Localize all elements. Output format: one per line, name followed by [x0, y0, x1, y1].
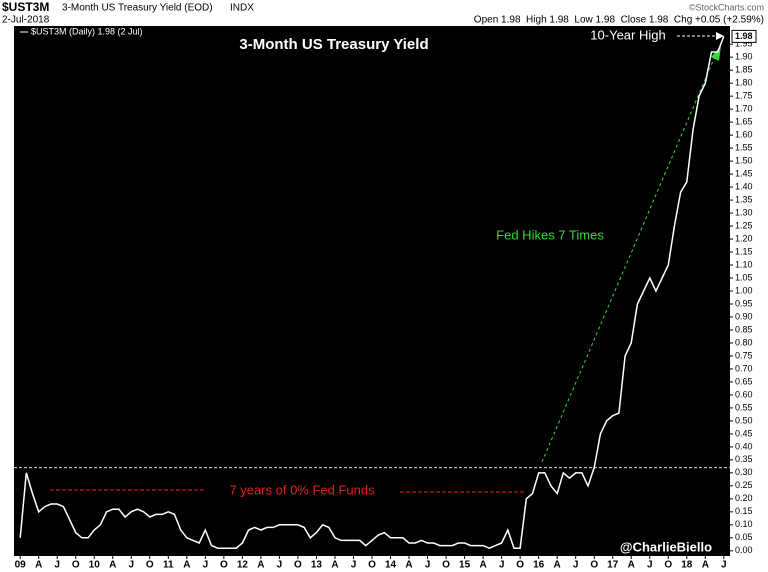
plot-area [14, 26, 730, 556]
y-tick-label: 1.15 [735, 246, 753, 256]
series-name: 3-Month US Treasury Yield (EOD) [62, 3, 213, 14]
y-tick-label: 0.10 [735, 519, 753, 529]
x-tick-label: A [257, 560, 264, 571]
y-tick-label: 0.20 [735, 493, 753, 503]
annotation: 7 years of 0% Fed Funds [229, 482, 375, 497]
x-tick-label: 14 [385, 560, 397, 571]
y-tick-label: 0.85 [735, 324, 753, 334]
y-tick-label: 1.60 [735, 129, 753, 139]
x-tick-label: O [590, 560, 598, 571]
y-tick-label: 1.85 [735, 65, 753, 75]
y-tick-label: 0.65 [735, 376, 753, 386]
y-tick-label: 1.20 [735, 233, 753, 243]
y-tick-label: 1.75 [735, 91, 753, 101]
annotation: 10-Year High [590, 27, 665, 42]
annotation: Fed Hikes 7 Times [496, 227, 604, 242]
y-tick-label: 0.80 [735, 337, 753, 347]
y-tick-label: 1.30 [735, 207, 753, 217]
x-tick-label: J [647, 560, 653, 571]
x-tick-label: O [294, 560, 302, 571]
x-tick-label: 11 [163, 560, 174, 571]
y-tick-label: 0.60 [735, 389, 753, 399]
y-tick-label: 1.25 [735, 220, 753, 230]
y-tick-label: 0.30 [735, 467, 753, 477]
annotation: @CharlieBiello [620, 539, 712, 554]
x-tick-label: O [220, 560, 228, 571]
x-tick-label: J [351, 560, 357, 571]
y-tick-label: 0.50 [735, 415, 753, 425]
y-tick-label: 1.95 [735, 39, 753, 49]
y-tick-label: 0.70 [735, 363, 753, 373]
y-tick-label: 1.10 [735, 259, 753, 269]
x-tick-label: J [499, 560, 505, 571]
symbol: $UST3M [2, 0, 49, 14]
y-tick-label: 1.40 [735, 181, 753, 191]
x-tick-label: 15 [459, 560, 471, 571]
x-tick-label: O [516, 560, 524, 571]
y-tick-label: 0.05 [735, 532, 753, 542]
y-tick-label: 1.70 [735, 104, 753, 114]
chart-title: 3-Month US Treasury Yield [239, 36, 428, 53]
y-tick-label: 0.00 [735, 545, 753, 555]
x-tick-label: J [203, 560, 209, 571]
x-tick-label: A [405, 560, 412, 571]
exchange: INDX [230, 3, 254, 14]
y-tick-label: 1.50 [735, 155, 753, 165]
x-tick-label: 09 [15, 560, 27, 571]
x-tick-label: J [721, 560, 727, 571]
x-tick-label: J [54, 560, 60, 571]
x-tick-label: O [146, 560, 154, 571]
x-tick-label: J [425, 560, 431, 571]
x-tick-label: O [368, 560, 376, 571]
x-tick-label: A [554, 560, 561, 571]
y-tick-label: 0.40 [735, 441, 753, 451]
x-tick-label: A [702, 560, 709, 571]
x-tick-label: O [442, 560, 450, 571]
y-tick-label: 0.15 [735, 506, 753, 516]
arrow-head [716, 32, 724, 40]
x-tick-label: O [664, 560, 672, 571]
y-tick-label: 1.05 [735, 272, 753, 282]
y-tick-label: 1.65 [735, 117, 753, 127]
x-tick-label: A [479, 560, 486, 571]
x-tick-label: J [573, 560, 579, 571]
x-tick-label: J [277, 560, 283, 571]
y-tick-label: 0.75 [735, 350, 753, 360]
x-tick-label: A [109, 560, 116, 571]
y-tick-label: 0.55 [735, 402, 753, 412]
last-value-box [731, 29, 757, 43]
y-tick-label: 0.35 [735, 454, 753, 464]
x-tick-label: 10 [89, 560, 101, 571]
y-tick-label: 0.95 [735, 298, 753, 308]
x-tick-label: J [128, 560, 134, 571]
y-tick-label: 0.25 [735, 480, 753, 490]
y-tick-label: 0.45 [735, 428, 753, 438]
source: ©StockCharts.com [689, 2, 764, 12]
last-value-label: 1.98 [735, 31, 753, 41]
y-tick-label: 1.35 [735, 194, 753, 204]
x-tick-label: A [331, 560, 338, 571]
legend: $UST3M (Daily) 1.98 (2 Jul) [31, 26, 143, 36]
x-tick-label: A [183, 560, 190, 571]
x-tick-label: 12 [237, 560, 249, 571]
x-tick-label: 18 [681, 560, 693, 571]
arrow [541, 53, 717, 463]
date: 2-Jul-2018 [2, 15, 50, 26]
y-tick-label: 1.45 [735, 168, 753, 178]
x-tick-label: 13 [311, 560, 323, 571]
x-tick-label: O [72, 560, 80, 571]
x-tick-label: 17 [607, 560, 619, 571]
y-tick-label: 1.00 [735, 285, 753, 295]
line [19, 36, 725, 550]
x-tick-label: A [628, 560, 635, 571]
y-tick-label: 1.80 [735, 78, 753, 88]
y-tick-label: 0.90 [735, 311, 753, 321]
y-tick-label: 1.90 [735, 52, 753, 62]
x-tick-label: A [35, 560, 42, 571]
quote: Open 1.98 High 1.98 Low 1.98 Close 1.98 … [474, 15, 764, 26]
x-tick-label: 16 [533, 560, 545, 571]
y-tick-label: 1.55 [735, 142, 753, 152]
